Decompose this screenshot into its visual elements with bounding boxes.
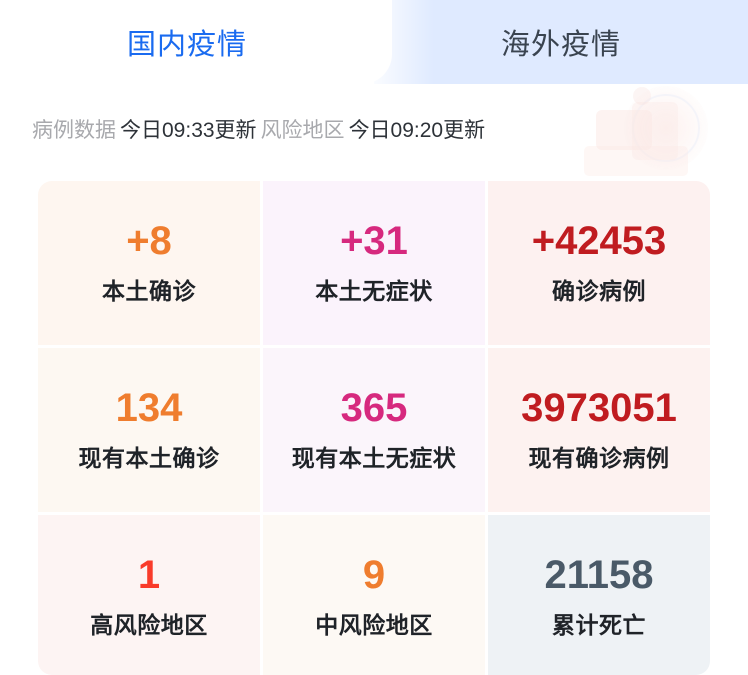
risk-area-time: 今日09:20更新 [348, 119, 486, 142]
stat-confirmed-current[interactable]: 3973051 现有确诊病例 [488, 348, 710, 512]
stat-local-asymptomatic-current-label: 现有本土无症状 [291, 445, 457, 471]
case-data-time: 今日09:33更新 [120, 119, 257, 142]
stat-local-confirmed-new[interactable]: +8 本土确诊 [38, 181, 260, 345]
case-data-label: 病例数据 [32, 119, 116, 142]
stat-local-confirmed-current-value: 134 [115, 386, 183, 430]
stat-local-confirmed-new-label: 本土确诊 [102, 278, 196, 304]
stat-medium-risk-areas[interactable]: 9 中风险地区 [263, 515, 485, 675]
tab-overseas[interactable]: 海外疫情 [374, 0, 748, 84]
stat-confirmed-new-value: +42453 [531, 219, 667, 263]
stat-confirmed-new[interactable]: +42453 确诊病例 [488, 181, 710, 345]
stat-local-asymptomatic-new[interactable]: +31 本土无症状 [263, 181, 485, 345]
stat-medium-risk-areas-value: 9 [362, 552, 386, 597]
stat-local-confirmed-current[interactable]: 134 现有本土确诊 [38, 348, 260, 512]
stats-grid: +8 本土确诊 +31 本土无症状 +42453 确诊病例 134 现有本土确诊 365 现有本土… [38, 181, 710, 675]
stat-local-asymptomatic-current-value: 365 [340, 386, 408, 430]
stat-high-risk-areas-value: 1 [137, 552, 161, 597]
stat-confirmed-new-label: 确诊病例 [552, 278, 646, 304]
stat-confirmed-current-label: 现有确诊病例 [528, 445, 670, 471]
stat-local-asymptomatic-new-value: +31 [340, 219, 408, 263]
stats-grid-wrapper: +8 本土确诊 +31 本土无症状 +42453 确诊病例 134 现有本土确诊 365 现有本土… [38, 181, 710, 675]
virus-watermark-icon [584, 86, 708, 176]
stat-high-risk-areas[interactable]: 1 高风险地区 [38, 515, 260, 675]
stat-medium-risk-areas-label: 中风险地区 [315, 611, 433, 638]
stat-local-asymptomatic-new-label: 本土无症状 [315, 278, 433, 304]
stat-local-confirmed-current-label: 现有本土确诊 [78, 445, 220, 471]
stat-total-deaths-label: 累计死亡 [552, 611, 646, 638]
risk-area-label: 风险地区 [260, 119, 345, 142]
tab-domestic-label: 国内疫情 [126, 29, 247, 61]
tab-overseas-label: 海外疫情 [500, 29, 621, 61]
tab-inactive-background [374, 0, 748, 84]
stat-total-deaths-value: 21158 [544, 552, 654, 597]
stat-local-confirmed-new-value: +8 [126, 219, 172, 263]
stat-total-deaths[interactable]: 21158 累计死亡 [488, 515, 710, 675]
update-meta-line: 病例数据 今日09:33更新 风险地区 今日09:20更新 [32, 116, 489, 146]
tab-active-background [0, 0, 392, 84]
tab-bar: 国内疫情 海外疫情 [0, 0, 748, 84]
stat-local-asymptomatic-current[interactable]: 365 现有本土无症状 [263, 348, 485, 512]
tab-domestic[interactable]: 国内疫情 [0, 0, 374, 84]
stat-high-risk-areas-label: 高风险地区 [90, 611, 208, 638]
stat-confirmed-current-value: 3973051 [521, 386, 677, 430]
